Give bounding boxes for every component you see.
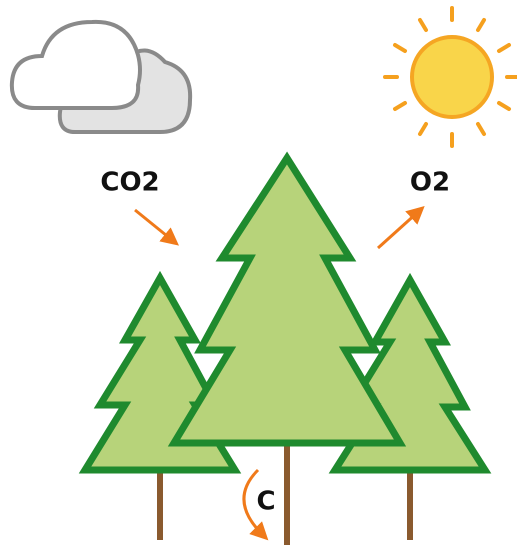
carbon-label: C [256, 487, 275, 517]
diagram: CO2 O2 C [0, 0, 517, 549]
co2-label: CO2 [100, 168, 159, 198]
page: CO2 O2 C (() => { const data = JSON.pars… [0, 0, 517, 549]
o2-arrow [378, 212, 418, 248]
tree-center [174, 158, 400, 443]
co2-arrow [135, 210, 172, 240]
cloud-front [12, 22, 140, 108]
sun [385, 8, 517, 146]
o2-label: O2 [410, 168, 450, 198]
